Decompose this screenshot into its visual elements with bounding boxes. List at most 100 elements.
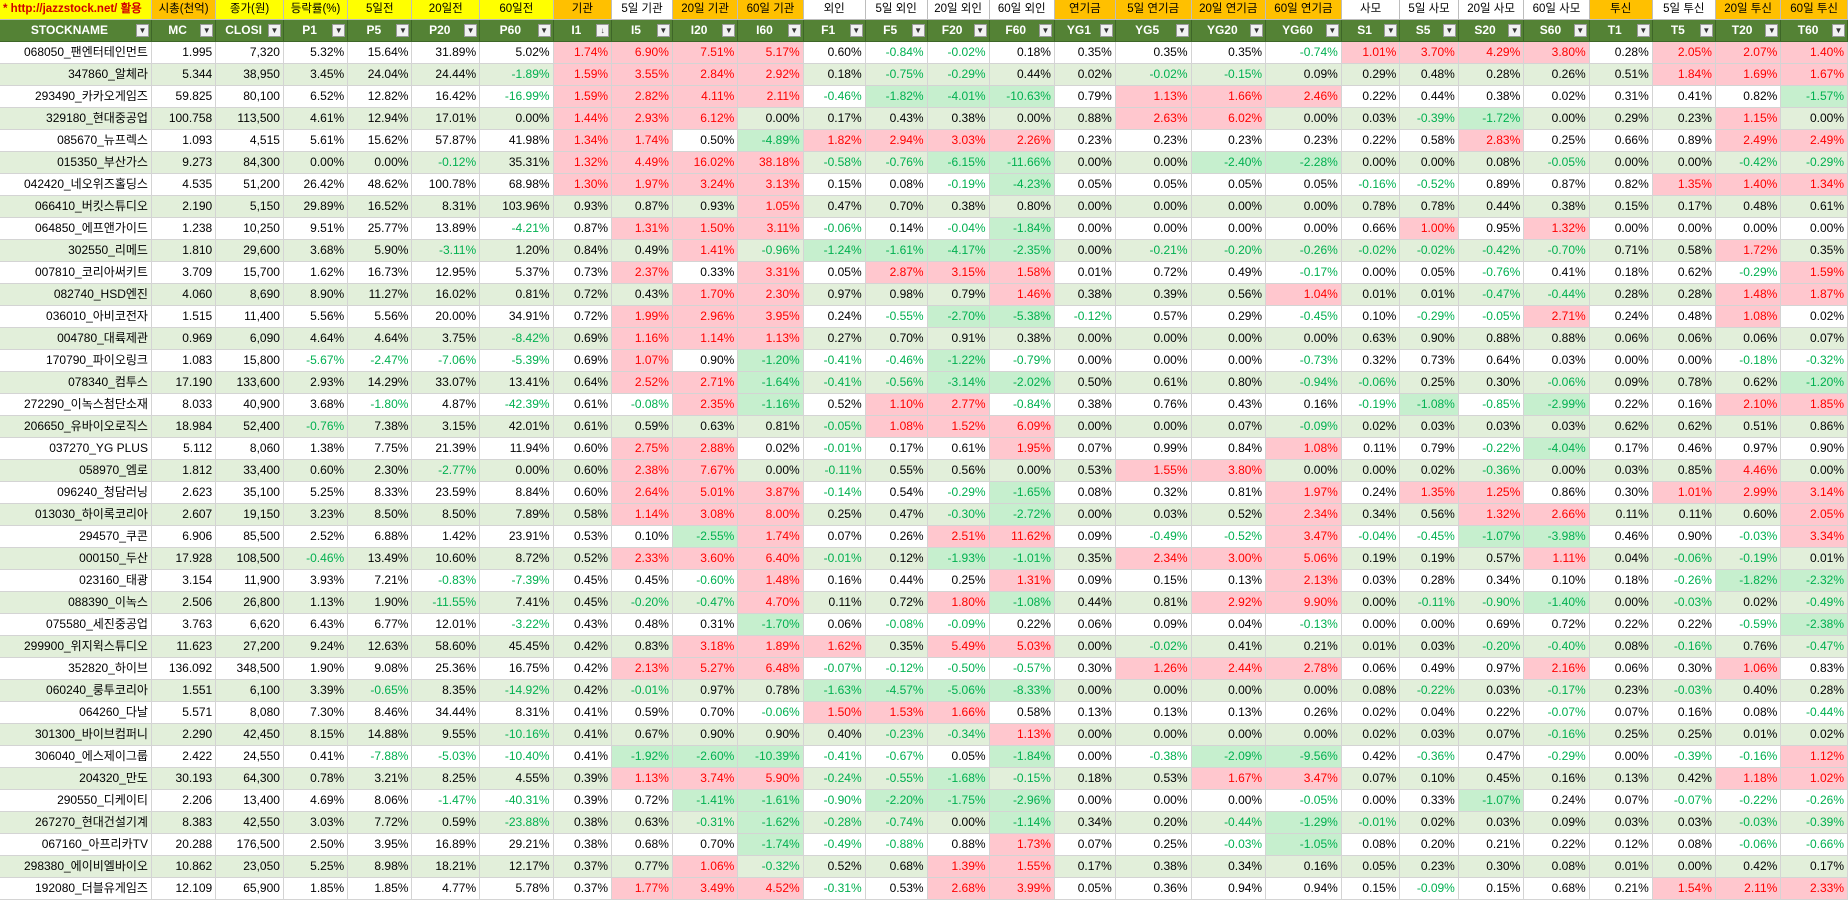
cell-close[interactable]: 65,900 — [215, 877, 284, 900]
cell-f1[interactable]: -0.05% — [803, 415, 866, 438]
cell-f20[interactable]: 2.68% — [927, 877, 990, 900]
column-header-f60[interactable]: F60 ▼ — [989, 19, 1055, 42]
filter-dropdown-icon[interactable]: ▼ — [1508, 24, 1522, 37]
cell-s5[interactable]: 0.00% — [1399, 151, 1459, 174]
cell-p5[interactable]: 14.29% — [347, 371, 413, 394]
cell-f20[interactable]: 1.39% — [927, 855, 990, 878]
cell-s5[interactable]: 0.10% — [1399, 767, 1459, 790]
cell-yg60[interactable]: 0.00% — [1265, 723, 1342, 746]
cell-t1[interactable]: 0.12% — [1589, 833, 1653, 856]
cell-yg5[interactable]: -0.38% — [1115, 745, 1192, 768]
cell-mc[interactable]: 8.033 — [151, 393, 217, 416]
cell-p60[interactable]: 7.89% — [479, 503, 554, 526]
cell-t1[interactable]: 0.08% — [1589, 635, 1653, 658]
cell-p1[interactable]: 9.24% — [283, 635, 349, 658]
cell-s1[interactable]: 0.00% — [1341, 151, 1401, 174]
cell-s5[interactable]: -0.39% — [1399, 107, 1459, 130]
cell-yg60[interactable]: 1.97% — [1265, 481, 1342, 504]
cell-f1[interactable]: 0.07% — [803, 525, 866, 548]
cell-t20[interactable]: 2.11% — [1715, 877, 1782, 900]
cell-close[interactable]: 348,500 — [215, 657, 284, 680]
cell-t20[interactable]: -0.18% — [1715, 349, 1782, 372]
cell-s60[interactable]: 0.24% — [1523, 789, 1590, 812]
cell-p5[interactable]: 5.90% — [347, 239, 413, 262]
cell-close[interactable]: 23,050 — [215, 855, 284, 878]
cell-s60[interactable]: 0.03% — [1523, 415, 1590, 438]
filter-dropdown-icon[interactable]: ▼ — [1250, 24, 1264, 37]
filter-dropdown-icon[interactable]: ▼ — [135, 24, 149, 37]
table-row[interactable]: 064260_다날 5.571 8,080 7.30% 8.46% 34.44% 8.31%… — [0, 701, 1848, 724]
cell-s60[interactable]: 2.71% — [1523, 305, 1590, 328]
cell-f1[interactable]: 0.97% — [803, 283, 866, 306]
filter-dropdown-icon[interactable]: ▼ — [1038, 24, 1052, 37]
cell-yg1[interactable]: 0.00% — [1054, 635, 1116, 658]
cell-yg5[interactable]: -0.49% — [1115, 525, 1192, 548]
cell-t5[interactable]: 0.62% — [1652, 415, 1716, 438]
cell-i60[interactable]: 6.40% — [737, 547, 804, 570]
cell-s1[interactable]: 0.01% — [1341, 635, 1401, 658]
table-row[interactable]: 007810_코리아써키트 3.709 15,700 1.62% 16.73% 12.95… — [0, 261, 1848, 284]
cell-i1[interactable]: 0.69% — [553, 349, 613, 372]
filter-dropdown-icon[interactable]: ▼ — [849, 24, 863, 37]
cell-t20[interactable]: 0.62% — [1715, 371, 1782, 394]
cell-i60[interactable]: 1.05% — [737, 195, 804, 218]
cell-i20[interactable]: 3.74% — [672, 767, 739, 790]
cell-p5[interactable]: 8.50% — [347, 503, 413, 526]
table-row[interactable]: 085670_뉴프렉스 1.093 4,515 5.61% 15.62% 57.87% 41… — [0, 129, 1848, 152]
cell-close[interactable]: 133,600 — [215, 371, 284, 394]
cell-i20[interactable]: 0.70% — [672, 833, 739, 856]
cell-s1[interactable]: -0.19% — [1341, 393, 1401, 416]
cell-yg5[interactable]: 2.63% — [1115, 107, 1192, 130]
cell-i5[interactable]: 1.77% — [611, 877, 673, 900]
cell-yg20[interactable]: -0.20% — [1191, 239, 1267, 262]
cell-i20[interactable]: 2.96% — [672, 305, 739, 328]
cell-p1[interactable]: -0.76% — [283, 415, 349, 438]
cell-f5[interactable]: -0.12% — [865, 657, 928, 680]
filter-dropdown-icon[interactable]: ▼ — [1832, 24, 1845, 37]
cell-i5[interactable]: 0.59% — [611, 415, 673, 438]
cell-f20[interactable]: 0.00% — [927, 811, 990, 834]
cell-yg60[interactable]: 3.47% — [1265, 767, 1342, 790]
cell-p1[interactable]: 3.68% — [283, 393, 349, 416]
cell-yg1[interactable]: 0.34% — [1054, 811, 1116, 834]
cell-t5[interactable]: 0.17% — [1652, 195, 1716, 218]
cell-f5[interactable]: -0.56% — [865, 371, 928, 394]
cell-i5[interactable]: 2.75% — [611, 437, 673, 460]
cell-yg20[interactable]: 2.92% — [1191, 591, 1267, 614]
cell-p1[interactable]: 5.61% — [283, 129, 349, 152]
table-row[interactable]: 078340_컴투스 17.190 133,600 2.93% 14.29% 33.07%… — [0, 371, 1848, 394]
cell-s5[interactable]: -0.45% — [1399, 525, 1459, 548]
cell-close[interactable]: 108,500 — [215, 547, 284, 570]
table-row[interactable]: 015350_부산가스 9.273 84,300 0.00% 0.00% -0.12% 35… — [0, 151, 1848, 174]
cell-f1[interactable]: 0.17% — [803, 107, 866, 130]
table-row[interactable]: 293490_카카오게임즈 59.825 80,100 6.52% 12.82% 16.4… — [0, 85, 1848, 108]
cell-t20[interactable]: 0.08% — [1715, 701, 1782, 724]
cell-i60[interactable]: -10.39% — [737, 745, 804, 768]
cell-i60[interactable]: 0.00% — [737, 107, 804, 130]
cell-i60[interactable]: -1.16% — [737, 393, 804, 416]
cell-i20[interactable]: 0.50% — [672, 129, 739, 152]
cell-i1[interactable]: 1.30% — [553, 173, 613, 196]
cell-t1[interactable]: 0.09% — [1589, 371, 1653, 394]
cell-s60[interactable]: 0.08% — [1523, 855, 1590, 878]
cell-f5[interactable]: 0.43% — [865, 107, 928, 130]
cell-s20[interactable]: 0.47% — [1458, 745, 1525, 768]
cell-t5[interactable]: 1.84% — [1652, 63, 1716, 86]
cell-yg1[interactable]: 0.00% — [1054, 679, 1116, 702]
cell-yg5[interactable]: 0.00% — [1115, 195, 1192, 218]
cell-yg1[interactable]: 0.00% — [1054, 151, 1116, 174]
cell-f1[interactable]: -0.01% — [803, 547, 866, 570]
cell-yg60[interactable]: 0.21% — [1265, 635, 1342, 658]
cell-yg5[interactable]: 0.03% — [1115, 503, 1192, 526]
cell-i5[interactable]: 1.13% — [611, 767, 673, 790]
cell-i20[interactable]: 16.02% — [672, 151, 739, 174]
cell-mc[interactable]: 12.109 — [151, 877, 217, 900]
cell-s20[interactable]: -0.90% — [1458, 591, 1525, 614]
cell-yg5[interactable]: 0.20% — [1115, 811, 1192, 834]
cell-s20[interactable]: 0.45% — [1458, 767, 1525, 790]
cell-close[interactable]: 15,800 — [215, 349, 284, 372]
cell-yg5[interactable]: 0.81% — [1115, 591, 1192, 614]
column-header-p5[interactable]: P5 ▼ — [347, 19, 413, 42]
cell-f60[interactable]: 1.31% — [989, 569, 1055, 592]
cell-s1[interactable]: 1.01% — [1341, 41, 1401, 64]
